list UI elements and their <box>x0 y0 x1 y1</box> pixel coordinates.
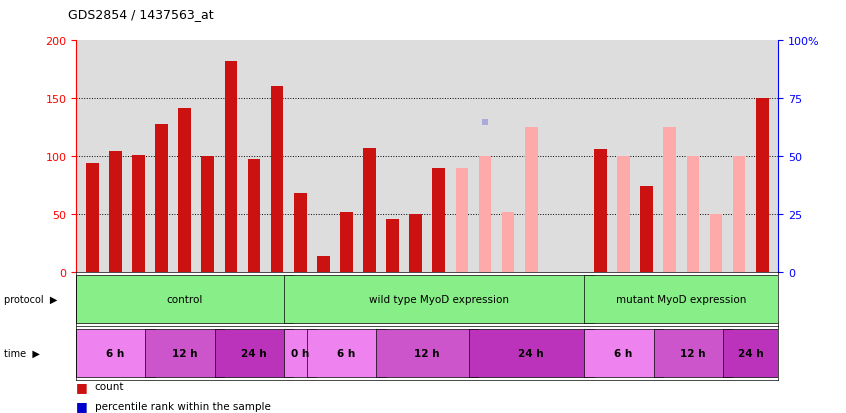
Bar <box>525 128 537 273</box>
Text: 12 h: 12 h <box>415 348 440 358</box>
Bar <box>271 86 283 273</box>
Text: 24 h: 24 h <box>519 348 544 358</box>
Bar <box>409 215 422 273</box>
Bar <box>618 157 630 273</box>
Bar <box>469 329 594 377</box>
Bar <box>755 99 768 273</box>
Text: wild type MyoD expression: wild type MyoD expression <box>369 294 508 304</box>
Text: 6 h: 6 h <box>338 348 355 358</box>
Bar <box>733 157 745 273</box>
Text: count: count <box>95 381 124 391</box>
Bar <box>76 275 294 324</box>
Bar <box>663 128 676 273</box>
Bar <box>201 157 214 273</box>
Text: control: control <box>167 294 203 304</box>
Text: mutant MyoD expression: mutant MyoD expression <box>616 294 746 304</box>
Text: time  ▶: time ▶ <box>4 348 40 358</box>
Bar <box>654 329 732 377</box>
Text: 6 h: 6 h <box>107 348 124 358</box>
Bar <box>340 212 353 273</box>
Bar <box>363 149 376 273</box>
Bar <box>502 212 514 273</box>
Bar <box>109 151 122 273</box>
Bar <box>156 125 168 273</box>
Bar <box>248 159 261 273</box>
Text: 0 h: 0 h <box>291 348 310 358</box>
Text: 12 h: 12 h <box>680 348 706 358</box>
Text: 12 h: 12 h <box>172 348 197 358</box>
Text: 6 h: 6 h <box>614 348 633 358</box>
Text: ■: ■ <box>76 399 88 413</box>
Bar <box>455 169 468 273</box>
Bar <box>722 329 778 377</box>
Bar <box>376 329 478 377</box>
Text: protocol  ▶: protocol ▶ <box>4 294 58 304</box>
Bar <box>432 169 445 273</box>
Bar <box>479 157 492 273</box>
Bar <box>224 62 237 273</box>
Bar <box>76 329 155 377</box>
Bar <box>179 108 191 273</box>
Bar <box>710 215 722 273</box>
Bar <box>387 219 399 273</box>
Text: GDS2854 / 1437563_at: GDS2854 / 1437563_at <box>68 8 213 21</box>
Bar <box>284 275 594 324</box>
Bar <box>307 329 386 377</box>
Text: 24 h: 24 h <box>738 348 763 358</box>
Text: 24 h: 24 h <box>241 348 266 358</box>
Bar <box>146 329 224 377</box>
Bar <box>132 156 145 273</box>
Bar <box>86 164 99 273</box>
Bar <box>284 329 316 377</box>
Bar <box>317 256 330 273</box>
Bar <box>594 150 607 273</box>
Bar <box>294 194 306 273</box>
Text: ■: ■ <box>76 380 88 393</box>
Bar <box>215 329 294 377</box>
Bar <box>640 187 653 273</box>
Bar <box>585 329 662 377</box>
Bar <box>686 157 699 273</box>
Bar <box>585 275 778 324</box>
Text: percentile rank within the sample: percentile rank within the sample <box>95 401 271 411</box>
